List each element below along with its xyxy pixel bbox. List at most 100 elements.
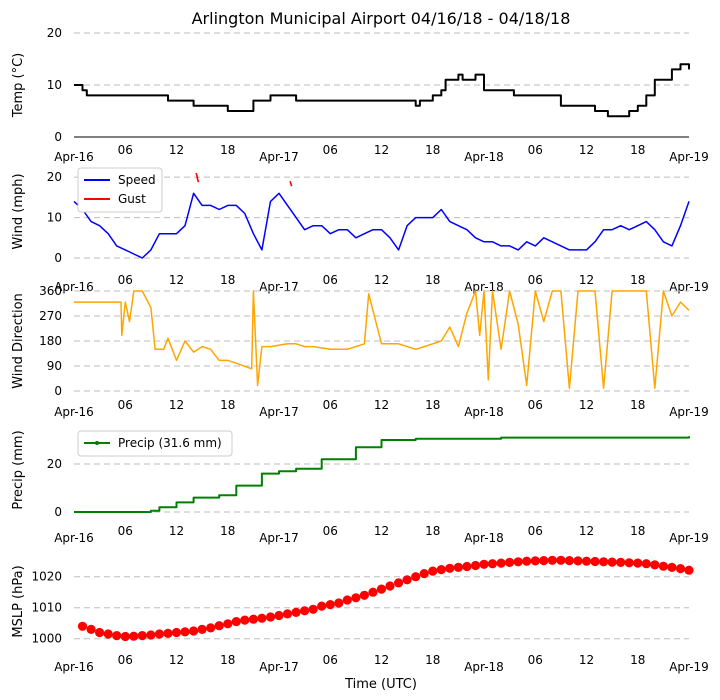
- y-tick-label: 20: [47, 26, 62, 40]
- x-tick-label: Apr-19: [669, 531, 709, 545]
- x-tick-label: 06: [323, 143, 338, 157]
- x-tick-label: 12: [169, 524, 184, 538]
- x-tick-label: Apr-17: [259, 405, 299, 419]
- x-tick-label: Apr-19: [669, 150, 709, 164]
- x-tick-label: Apr-16: [54, 660, 94, 674]
- mslp-point: [137, 631, 147, 641]
- mslp-point: [462, 561, 472, 572]
- mslp-point: [146, 630, 156, 640]
- y-tick-label: 0: [54, 130, 62, 144]
- x-tick-label: Apr-19: [669, 405, 709, 419]
- x-tick-label: 12: [169, 398, 184, 412]
- x-tick-label: 18: [630, 143, 645, 157]
- mslp-point: [522, 556, 532, 566]
- x-tick-label: 18: [425, 653, 440, 667]
- gust-mark: [289, 180, 293, 187]
- x-tick-label: 18: [630, 524, 645, 538]
- mslp-point: [599, 557, 609, 567]
- mslp-point: [539, 556, 549, 566]
- mslp-point: [308, 604, 318, 614]
- mslp-point: [86, 624, 96, 635]
- x-tick-label: 18: [220, 524, 235, 538]
- x-tick-label: 12: [374, 653, 389, 667]
- x-tick-label: 12: [579, 653, 594, 667]
- x-tick-label: 18: [220, 398, 235, 412]
- mslp-point: [334, 598, 344, 608]
- mslp-point: [359, 590, 369, 600]
- y-tick-label: 1000: [31, 632, 62, 646]
- mslp-point: [402, 575, 412, 585]
- panel-mslp: 1000 1010 1020 MSLP (hPa) Apr-16 06 12 18 Apr-17…: [11, 555, 709, 674]
- y-tick-label: 270: [39, 309, 62, 323]
- x-axis-label: Time (UTC): [344, 677, 417, 692]
- mslp-point: [325, 600, 335, 610]
- x-tick-label: 18: [425, 524, 440, 538]
- y-axis-label: Precip (mm): [11, 430, 26, 509]
- x-tick-label: 18: [630, 398, 645, 412]
- mslp-point: [556, 555, 566, 565]
- x-tick-label: 18: [630, 653, 645, 667]
- y-tick-label: 0: [54, 384, 62, 398]
- x-tick-label: 06: [528, 143, 543, 157]
- x-tick-label: Apr-16: [54, 405, 94, 419]
- panel-wind: 0 10 20 Wind (mph) Apr-16 06 12 18 Apr-17 06 12 18 A…: [11, 167, 709, 294]
- y-axis-label: Temp (°C): [11, 53, 26, 119]
- x-tick-label: Apr-19: [669, 280, 709, 294]
- legend-label: Precip (31.6 mm): [118, 436, 222, 450]
- x-tick-label: 12: [579, 273, 594, 287]
- x-tick-label: 06: [323, 398, 338, 412]
- x-tick-label: 18: [425, 398, 440, 412]
- gust-mark: [196, 176, 200, 183]
- mslp-point: [436, 565, 446, 575]
- x-tick-label: 18: [425, 143, 440, 157]
- mslp-point: [607, 557, 617, 567]
- legend-box: [77, 430, 233, 457]
- legend-marker: [95, 441, 99, 445]
- x-tick-label: 18: [220, 143, 235, 157]
- y-tick-label: 90: [47, 359, 62, 373]
- mslp-point: [633, 558, 643, 568]
- y-tick-label: 1020: [31, 570, 62, 584]
- x-tick-label: 12: [579, 143, 594, 157]
- mslp-point: [573, 556, 583, 566]
- mslp-point: [248, 614, 258, 624]
- series-speed-line: [73, 192, 690, 259]
- x-tick-label: 12: [169, 143, 184, 157]
- x-tick-label: 06: [118, 398, 133, 412]
- mslp-point: [564, 556, 575, 566]
- x-tick-label: 06: [528, 524, 543, 538]
- mslp-point: [411, 572, 421, 582]
- x-tick-label: 12: [374, 524, 389, 538]
- x-tick-label: Apr-18: [464, 405, 504, 419]
- x-tick-label: 06: [528, 273, 543, 287]
- mslp-point: [650, 560, 660, 570]
- x-tick-label: 12: [169, 273, 184, 287]
- x-tick-label: 12: [169, 653, 184, 667]
- legend-label: Gust: [118, 192, 146, 206]
- mslp-point: [154, 629, 164, 639]
- y-tick-label: 20: [47, 457, 62, 471]
- mslp-point: [385, 581, 395, 591]
- mslp-point: [180, 627, 190, 637]
- x-tick-label: 18: [425, 273, 440, 287]
- legend-label: Speed: [118, 173, 156, 187]
- x-tick-label: 12: [579, 524, 594, 538]
- x-tick-label: 06: [118, 524, 133, 538]
- mslp-point: [240, 615, 250, 625]
- mslp-point: [445, 563, 455, 573]
- mslp-point: [590, 556, 600, 567]
- mslp-point: [77, 621, 88, 631]
- mslp-point: [419, 569, 429, 579]
- mslp-point: [675, 564, 686, 574]
- x-tick-label: Apr-16: [54, 150, 94, 164]
- x-tick-label: 12: [374, 273, 389, 287]
- mslp-point: [616, 557, 626, 568]
- mslp-point: [453, 562, 463, 573]
- mslp-point: [189, 626, 199, 636]
- y-axis-label: MSLP (hPa): [11, 565, 26, 637]
- x-tick-label: Apr-17: [259, 150, 299, 164]
- y-tick-label: 10: [47, 78, 62, 92]
- x-tick-label: 12: [374, 398, 389, 412]
- y-tick-label: 1010: [31, 601, 62, 615]
